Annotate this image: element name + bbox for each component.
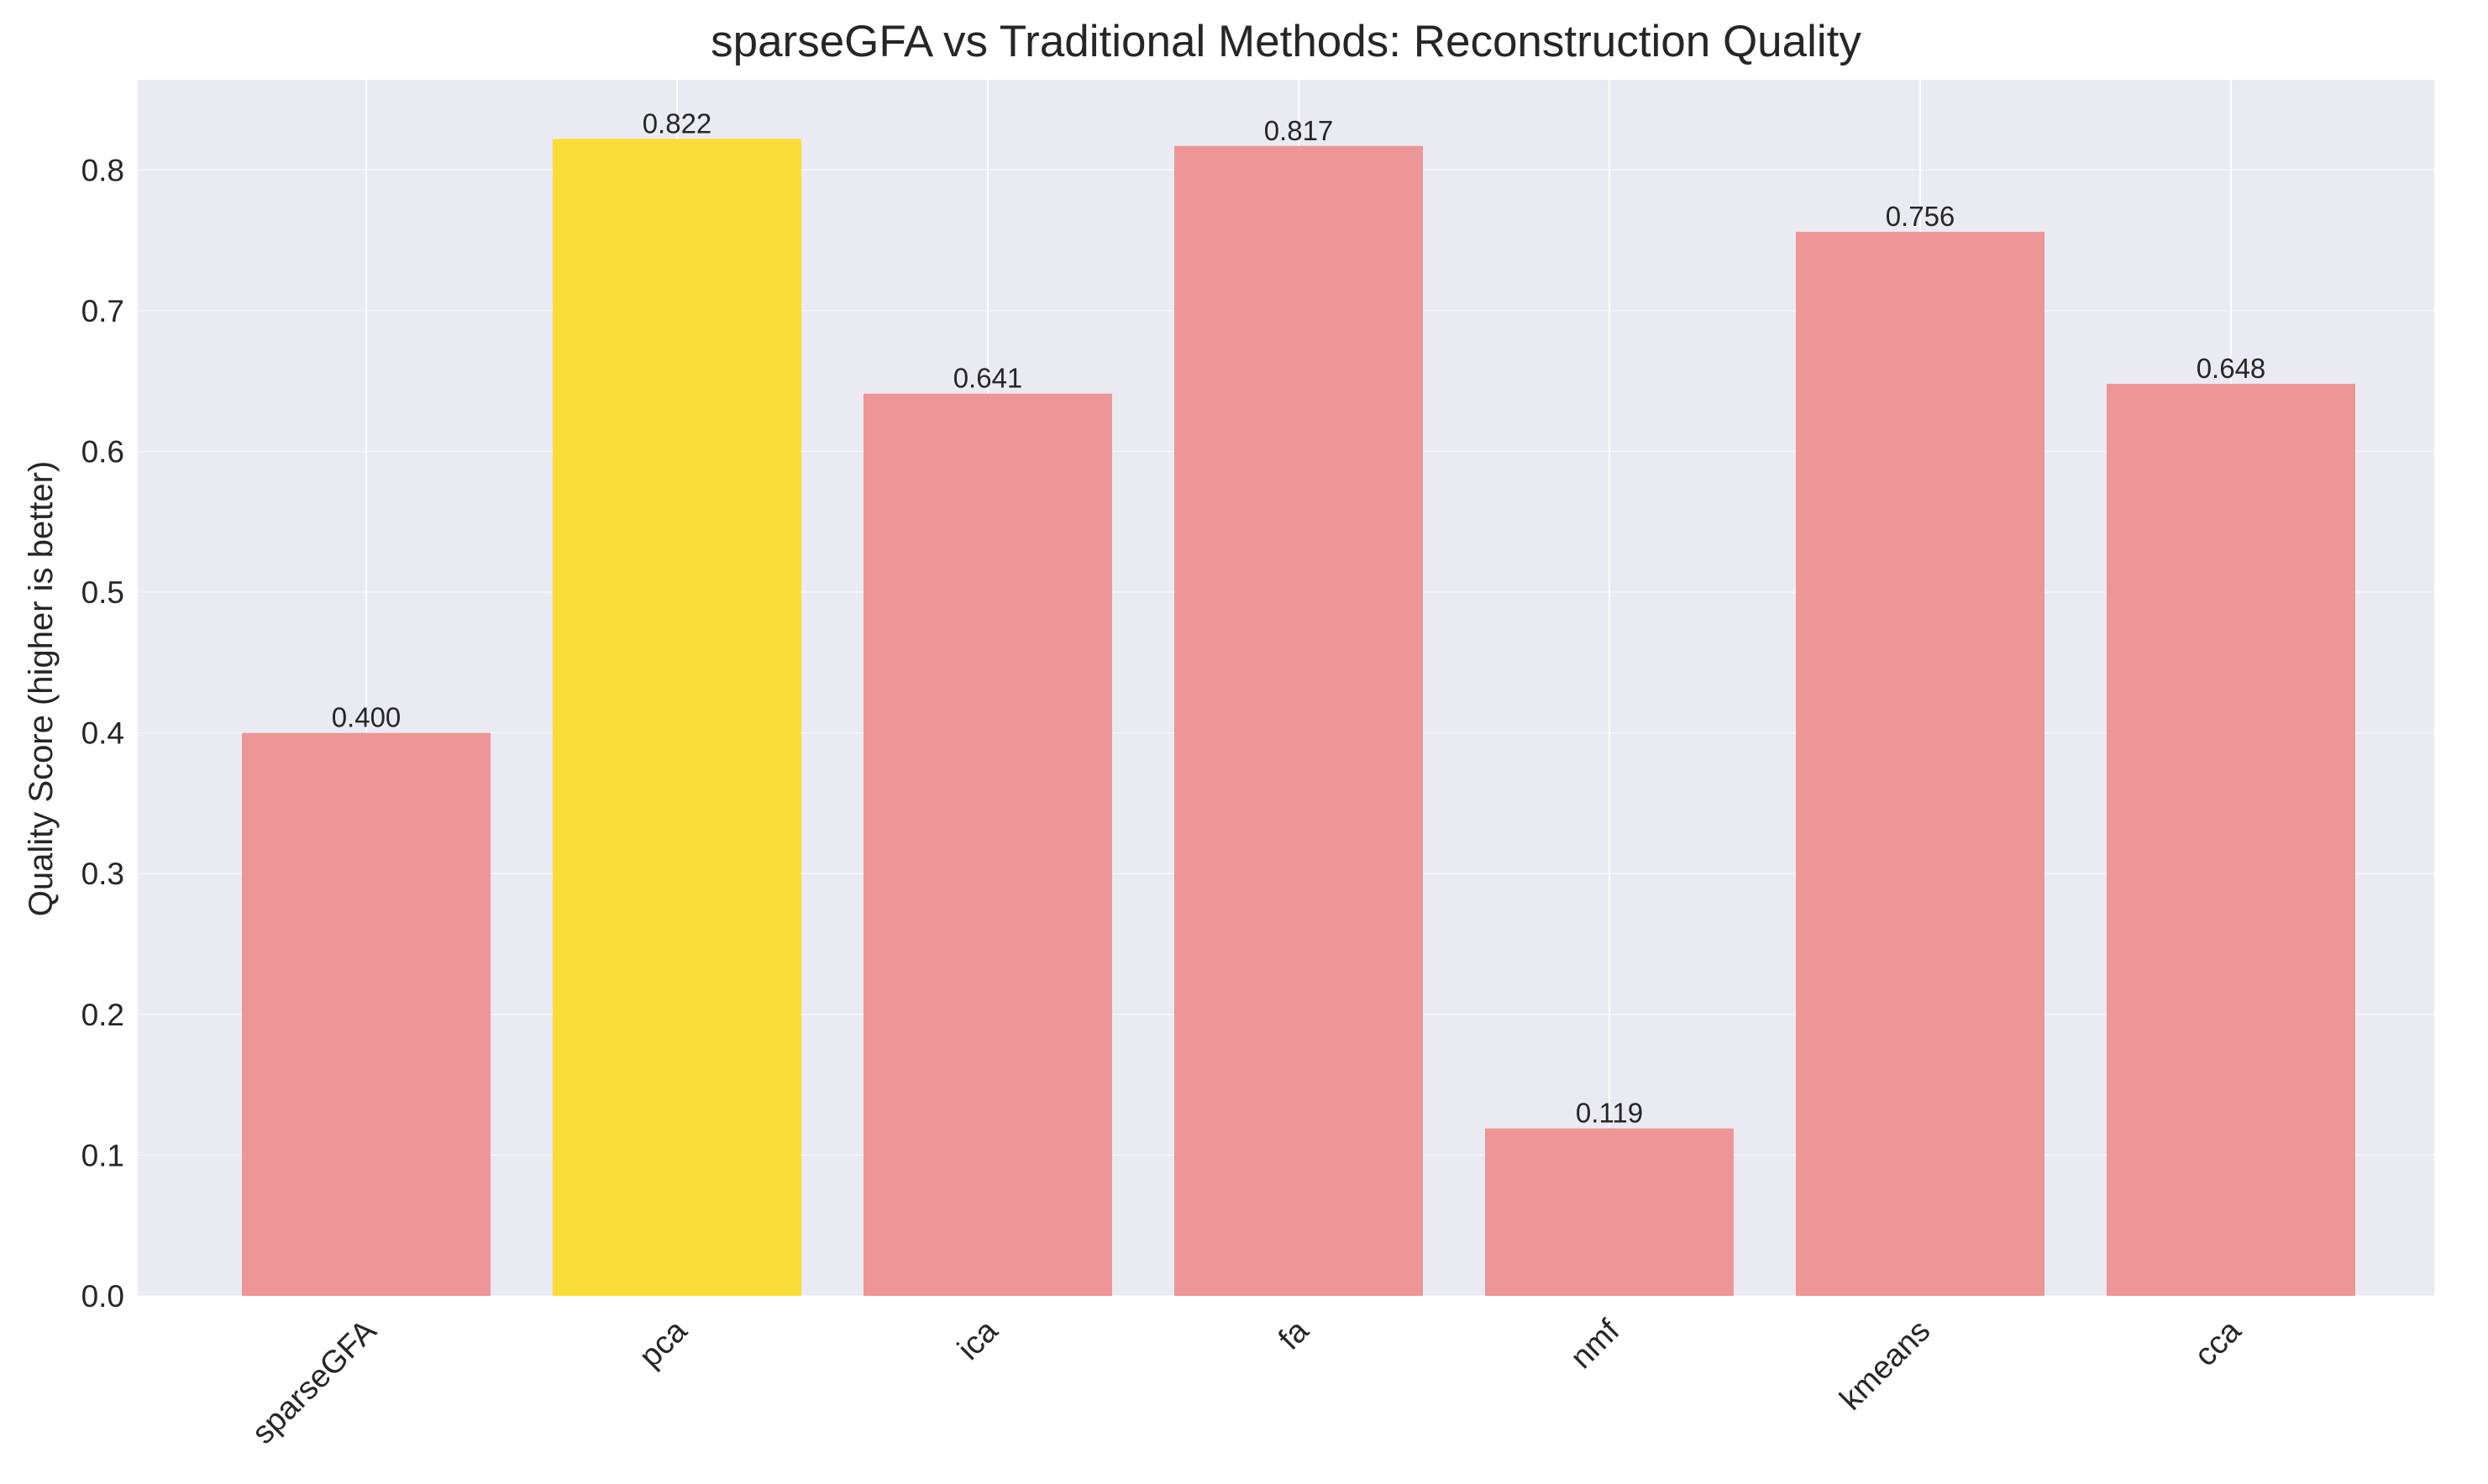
- y-axis-label: Quality Score (higher is better): [23, 461, 60, 916]
- value-label-ica: 0.641: [953, 363, 1023, 394]
- y-axis-ticks: 0.0 0.1 0.2 0.3 0.4 0.5 0.6 0.7 0.8: [81, 153, 124, 1314]
- y-tick-label: 0.0: [81, 1279, 124, 1314]
- y-tick-label: 0.4: [81, 716, 124, 751]
- bar-ica: [863, 393, 1112, 1297]
- value-label-fa: 0.817: [1264, 115, 1334, 146]
- y-tick-label: 0.6: [81, 434, 124, 469]
- y-tick-label: 0.7: [81, 294, 124, 328]
- value-label-pca: 0.822: [643, 107, 712, 139]
- value-label-kmeans: 0.756: [1886, 201, 1955, 232]
- bar-fa: [1174, 145, 1423, 1296]
- x-axis-ticks: sparseGFA pca ica fa nmf kmeans cca: [245, 1313, 2249, 1451]
- x-tick-label-pca: pca: [632, 1313, 695, 1375]
- y-tick-label: 0.2: [81, 998, 124, 1032]
- x-tick-label-nmf: nmf: [1564, 1313, 1627, 1376]
- bar-pca: [553, 139, 801, 1296]
- y-tick-label: 0.5: [81, 575, 124, 610]
- value-labels: 0.400 0.822 0.641 0.817 0.119 0.756 0.648: [332, 107, 2266, 1128]
- bar-sparseGFA: [242, 732, 491, 1296]
- value-label-sparseGFA: 0.400: [332, 702, 402, 733]
- chart-title: sparseGFA vs Traditional Methods: Recons…: [711, 17, 1861, 66]
- y-tick-label: 0.8: [81, 153, 124, 187]
- bar-kmeans: [1796, 232, 2044, 1296]
- bars: [242, 139, 2355, 1297]
- x-tick-label-ica: ica: [951, 1313, 1005, 1367]
- value-label-cca: 0.648: [2197, 353, 2266, 384]
- x-tick-label-kmeans: kmeans: [1834, 1314, 1938, 1418]
- bar-nmf: [1485, 1128, 1734, 1296]
- y-tick-label: 0.1: [81, 1138, 124, 1172]
- y-tick-label: 0.3: [81, 857, 124, 891]
- bar-cca: [2107, 384, 2355, 1296]
- x-tick-label-sparseGFA: sparseGFA: [245, 1313, 384, 1451]
- x-tick-label-cca: cca: [2188, 1313, 2249, 1373]
- x-tick-label-fa: fa: [1272, 1313, 1316, 1357]
- value-label-nmf: 0.119: [1576, 1098, 1643, 1129]
